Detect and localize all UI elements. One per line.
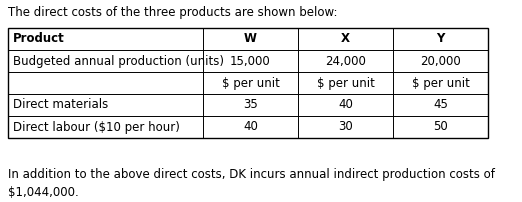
Text: 40: 40 (338, 99, 353, 112)
Text: Direct labour ($10 per hour): Direct labour ($10 per hour) (13, 121, 180, 134)
Text: 40: 40 (243, 121, 258, 134)
Text: The direct costs of the three products are shown below:: The direct costs of the three products a… (8, 6, 338, 19)
Text: 20,000: 20,000 (420, 55, 461, 67)
Text: 24,000: 24,000 (325, 55, 366, 67)
Text: 30: 30 (338, 121, 353, 134)
Text: 50: 50 (433, 121, 448, 134)
Text: $ per unit: $ per unit (316, 77, 374, 89)
Bar (8, 28, 488, 138)
Text: Budgeted annual production (units): Budgeted annual production (units) (13, 55, 224, 67)
Text: $ per unit: $ per unit (221, 77, 279, 89)
Text: X: X (341, 33, 350, 45)
Text: Direct materials: Direct materials (13, 99, 108, 112)
Text: 15,000: 15,000 (230, 55, 271, 67)
Text: 45: 45 (433, 99, 448, 112)
Text: Product: Product (13, 33, 65, 45)
Text: Y: Y (436, 33, 445, 45)
Text: $ per unit: $ per unit (411, 77, 469, 89)
Text: 35: 35 (243, 99, 258, 112)
Text: W: W (244, 33, 257, 45)
Text: In addition to the above direct costs, DK incurs annual indirect production cost: In addition to the above direct costs, D… (8, 168, 495, 199)
